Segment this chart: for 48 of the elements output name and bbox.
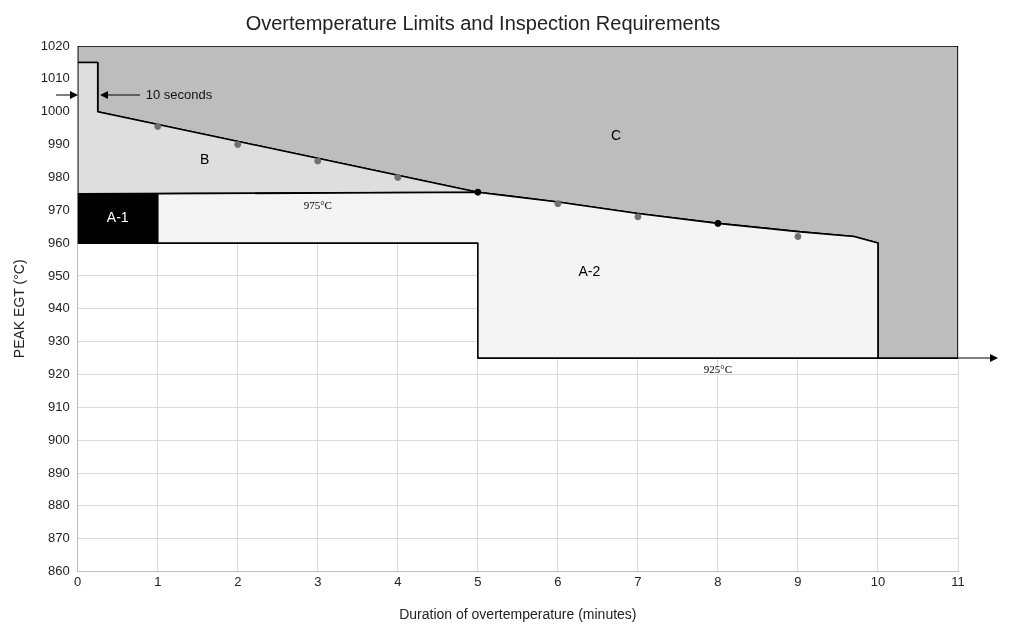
y-tick-label: 940 bbox=[48, 300, 70, 316]
point bbox=[634, 213, 642, 221]
y-tick-label: 960 bbox=[48, 234, 70, 250]
annotation: 975°C bbox=[303, 198, 332, 211]
x-tick-label: 10 bbox=[870, 573, 886, 589]
x-tick-label: 8 bbox=[714, 573, 722, 589]
point bbox=[394, 173, 402, 181]
annotation: 10 seconds bbox=[145, 86, 213, 105]
y-tick-label: 1000 bbox=[40, 103, 70, 119]
point bbox=[714, 219, 722, 227]
x-tick-label: 1 bbox=[154, 573, 162, 589]
point bbox=[794, 233, 802, 241]
y-tick-label: 930 bbox=[48, 333, 70, 349]
x-axis-title: Duration of overtemperature (minutes) bbox=[399, 606, 637, 623]
point bbox=[554, 200, 562, 208]
x-tick-label: 9 bbox=[794, 573, 802, 589]
y-tick-label: 890 bbox=[48, 464, 70, 480]
series-label: A-1 bbox=[106, 209, 129, 226]
x-tick-label: 4 bbox=[394, 573, 402, 589]
point bbox=[314, 157, 322, 165]
x-tick-label: 7 bbox=[634, 573, 642, 589]
x-tick-label: 5 bbox=[474, 573, 482, 589]
y-tick-label: 900 bbox=[48, 431, 70, 447]
y-tick-label: 980 bbox=[48, 168, 70, 184]
x-tick-label: 11 bbox=[951, 573, 965, 589]
y-tick-label: 1020 bbox=[40, 37, 70, 53]
series-label: C bbox=[611, 126, 622, 143]
y-tick-label: 920 bbox=[48, 366, 70, 382]
annotation: 925°C bbox=[703, 362, 733, 375]
y-tick-label: 860 bbox=[48, 563, 70, 579]
point bbox=[474, 188, 482, 196]
y-tick-label: 910 bbox=[48, 398, 70, 414]
y-tick-label: 990 bbox=[48, 136, 70, 152]
y-tick-label: 880 bbox=[48, 497, 70, 513]
point bbox=[154, 122, 162, 130]
point bbox=[234, 141, 242, 149]
x-tick-label: 3 bbox=[314, 573, 322, 589]
series-label: A-2 bbox=[578, 262, 601, 279]
chart-title: Overtemperature Limits and Inspection Requirements bbox=[245, 11, 721, 34]
y-axis-title: PEAK EGT (°C) bbox=[11, 259, 28, 359]
x-tick-label: 0 bbox=[74, 573, 82, 589]
y-tick-label: 870 bbox=[48, 530, 70, 546]
series-label: B bbox=[200, 151, 210, 168]
y-tick-label: 1010 bbox=[40, 70, 70, 86]
y-tick-label: 950 bbox=[48, 267, 70, 283]
y-tick-label: 970 bbox=[48, 201, 70, 217]
x-tick-label: 2 bbox=[234, 573, 242, 589]
x-tick-label: 6 bbox=[554, 573, 562, 589]
